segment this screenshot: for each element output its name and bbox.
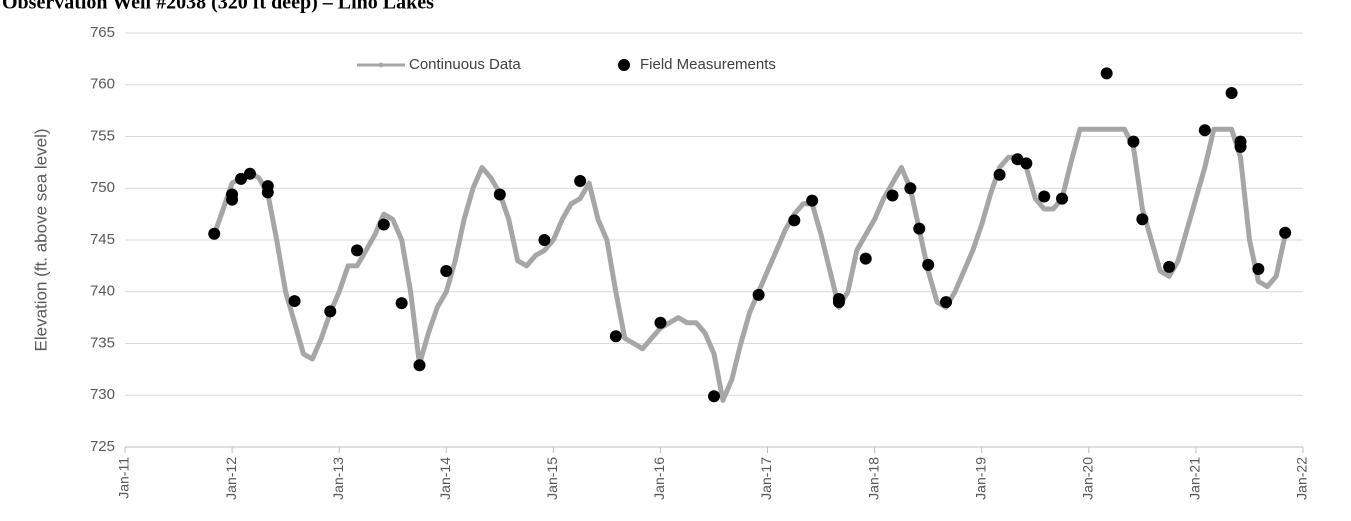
x-tick-label: Jan-14 [437,457,453,500]
field-point [922,258,935,271]
x-tick-label: Jan-16 [651,457,667,500]
x-tick-label: Jan-21 [1187,457,1203,500]
field-point [1020,157,1033,170]
field-point [1056,192,1069,205]
field-point [1225,87,1238,100]
field-point [413,359,426,372]
y-tick-label: 735 [90,334,115,351]
field-point [261,186,274,199]
x-tick-label: Jan-19 [972,457,988,500]
y-axis-label: Elevation (ft. above sea level) [31,128,50,351]
field-point [609,330,622,343]
y-tick-label: 745 [90,231,115,248]
x-tick-label: Jan-17 [758,457,774,500]
field-point [235,172,248,185]
field-point [752,288,765,301]
y-tick-label: 750 [90,179,115,196]
field-point [788,214,801,227]
field-point [1038,190,1051,203]
field-point [395,297,408,310]
field-point [1136,213,1149,226]
y-tick-label: 725 [90,438,115,455]
y-tick-label: 765 [90,24,115,41]
legend-label: Field Measurements [640,56,776,73]
field-point [1011,153,1024,166]
x-tick-label: Jan-12 [223,457,239,500]
y-tick-label: 740 [90,283,115,300]
legend-swatch [618,59,630,71]
field-point [806,194,819,207]
field-point [288,295,301,308]
field-point [440,265,453,278]
field-point [913,222,926,235]
field-point [993,168,1006,181]
field-point [832,296,845,309]
field-point [1127,135,1140,148]
x-tick-label: Jan-13 [330,457,346,500]
x-tick-label: Jan-22 [1294,457,1310,500]
legend-label: Continuous Data [409,56,521,73]
field-point [208,227,221,240]
x-tick-label: Jan-11 [116,457,132,499]
chart-title: Observation Well #2038 (320 ft deep) – L… [2,0,434,14]
y-tick-label: 755 [90,127,115,144]
y-tick-label: 760 [90,76,115,93]
field-point [886,189,899,202]
field-point [1234,140,1247,153]
series-line [211,126,1288,403]
field-point [324,305,337,318]
field-point [1252,262,1265,275]
field-point [538,234,551,246]
field-point [1163,260,1176,273]
field-point [708,390,720,403]
field-point [574,175,587,188]
field-point [1100,67,1113,80]
x-tick-label: Jan-15 [544,457,560,500]
field-point [226,193,239,206]
legend-swatch-marker [378,62,384,68]
field-point [1198,124,1211,137]
field-point [654,316,667,329]
field-point [940,296,953,309]
field-point [243,167,256,180]
y-tick-label: 730 [90,386,115,403]
field-point [351,244,364,257]
field-point [1279,226,1292,239]
field-point [493,188,506,201]
x-tick-label: Jan-18 [865,457,881,500]
field-point [377,218,390,231]
field-point [904,182,917,195]
field-point [859,252,872,265]
x-tick-label: Jan-20 [1080,457,1096,500]
